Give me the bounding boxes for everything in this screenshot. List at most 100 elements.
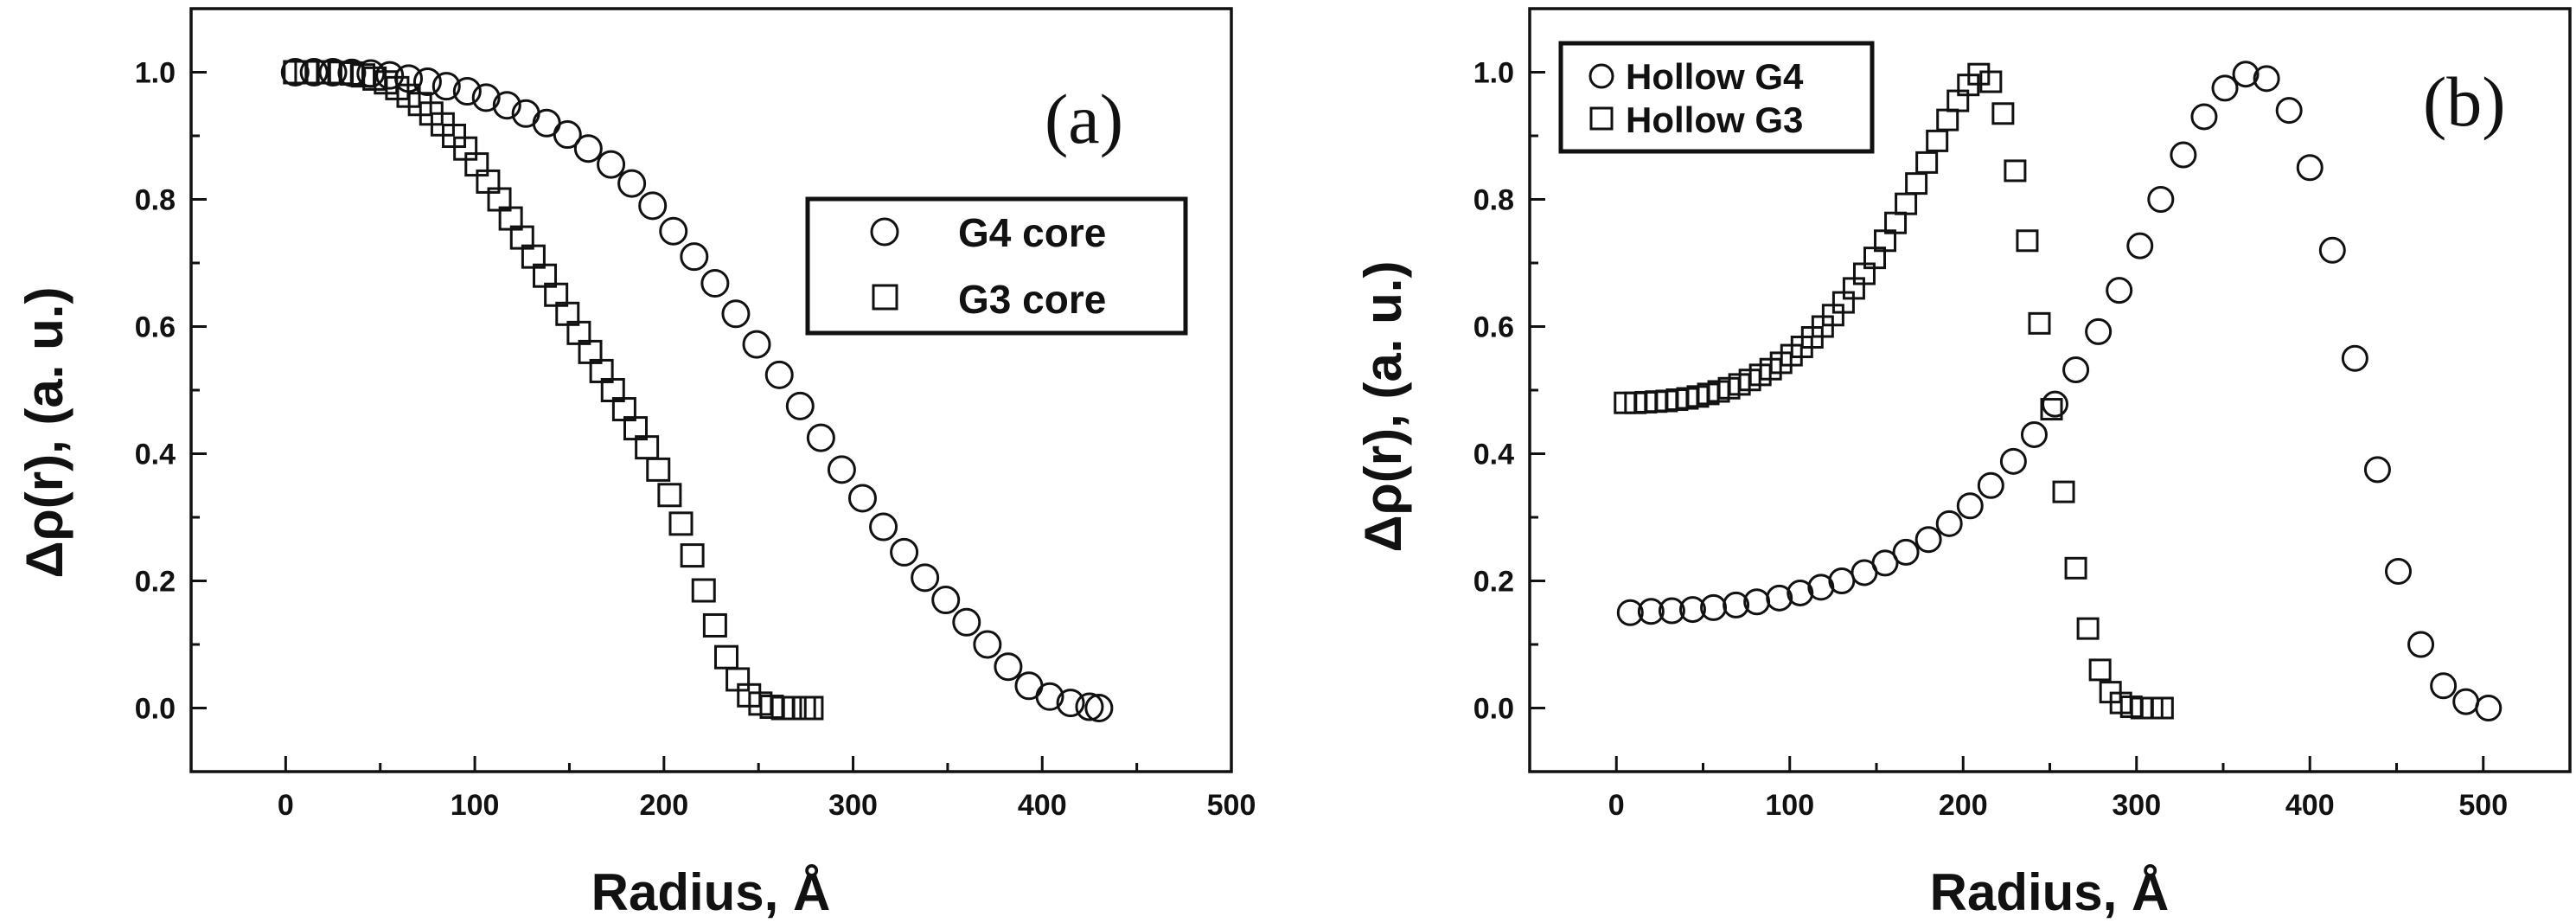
panel-b-y-tick-label: 0.4: [1473, 439, 1514, 471]
panel-a-point-g3-core: [702, 612, 727, 638]
panel-a-legend-label-g3: G3 core: [958, 277, 1106, 322]
panel-b-point-hollow-g3: [2040, 398, 2063, 421]
panel-a-point-g4-core: [1075, 692, 1104, 721]
panel-b-legend-label-g3: Hollow G3: [1626, 99, 1803, 140]
panel-a-label: (a): [1045, 80, 1123, 158]
panel-b-point-hollow-g4: [2275, 97, 2303, 125]
panel-b-x-tick-label: 100: [1765, 789, 1814, 822]
panel-b-point-hollow-g4: [1892, 538, 1920, 566]
panel-b-point-hollow-g4: [2253, 65, 2280, 93]
panel-a-x-tick-label: 0: [278, 789, 294, 822]
panel-a-x-tick-label: 500: [1207, 789, 1256, 822]
panel-a-legend-box: [805, 196, 1188, 336]
panel-b-point-hollow-g4: [1935, 510, 1963, 537]
panel-b-y-tick-label: 0.2: [1473, 566, 1514, 599]
panel-b-x-tick-label: 300: [2112, 789, 2161, 822]
panel-a-x-tick-label: 100: [451, 789, 500, 822]
panel-a-point-g3-core: [680, 543, 705, 568]
panel-a-point-g4-core: [638, 191, 668, 221]
panel-b-point-hollow-g4: [2318, 236, 2346, 264]
panel-b-point-hollow-g4: [2106, 277, 2133, 304]
panel-b-point-hollow-g4: [1678, 596, 1706, 624]
panel-b-point-hollow-g4: [2296, 154, 2324, 182]
panel-a-point-g3-core: [791, 695, 816, 721]
panel-b-point-hollow-g4: [2062, 356, 2090, 383]
panel-b-point-hollow-g4: [2385, 557, 2413, 585]
panel-a-point-g4-core: [375, 61, 405, 90]
panel-b-point-hollow-g3: [1895, 192, 1918, 215]
panel-b-point-hollow-g3: [1936, 108, 1959, 131]
panel-a-y-tick-label: 0.6: [135, 311, 176, 344]
panel-b-point-hollow-g4: [1871, 549, 1899, 577]
panel-a-point-g4-core: [764, 360, 794, 389]
panel-a-point-g4-core: [412, 67, 442, 97]
panel-a-point-g3-core: [668, 511, 694, 536]
panel-a-point-g3-core: [713, 644, 738, 670]
panel-b-point-hollow-g3: [1967, 62, 1991, 86]
panel-a-x-tick-label: 200: [639, 789, 688, 822]
panel-b-x-tick-label: 0: [1608, 789, 1625, 822]
panel-a-point-g4-core: [597, 150, 626, 179]
panel-a-y-tick-label: 0.4: [135, 439, 176, 471]
panel-b-point-hollow-g4: [1999, 447, 2027, 475]
panel-a-point-g4-core: [931, 586, 961, 615]
panel-b-point-hollow-g4: [1616, 599, 1644, 626]
panel-a-point-g4-core: [994, 652, 1023, 682]
panel-b-point-hollow-g3: [1926, 129, 1949, 152]
panel-b-point-hollow-g4: [1977, 471, 2004, 499]
panel-a-point-g4-core: [1056, 689, 1085, 718]
panel-b-point-hollow-g3: [2076, 617, 2100, 640]
panel-b-point-hollow-g3: [2151, 696, 2174, 720]
panel-a-point-g4-core: [553, 120, 582, 150]
panel-a-point-g4-core: [785, 391, 815, 420]
panel-a-point-g4-core: [911, 563, 940, 593]
panel-a-y-tick-label: 1.0: [135, 57, 176, 90]
panel-a-point-g4-core: [471, 83, 501, 112]
panel-b-point-hollow-g3: [2004, 159, 2027, 183]
panel-b-point-hollow-g4: [2147, 186, 2175, 213]
panel-a-point-g4-core: [492, 91, 521, 120]
panel-b-point-hollow-g3: [1905, 172, 1928, 195]
panel-b-point-hollow-g4: [1956, 492, 1984, 520]
panel-a-y-tick-label: 0.0: [135, 693, 176, 726]
panel-b-point-hollow-g3: [1915, 151, 1939, 174]
panel-b-y-tick-label: 0.0: [1473, 693, 1514, 726]
panel-b-point-hollow-g4: [1914, 526, 1942, 554]
panel-a-point-g4-core: [742, 330, 771, 359]
panel-a-point-g4-core: [847, 484, 877, 513]
panel-b-point-hollow-g4: [1658, 597, 1685, 625]
panel-a-legend-label-g4: G4 core: [958, 210, 1106, 255]
panel-b-legend-label-g4: Hollow G4: [1626, 56, 1804, 97]
panel-a-point-g4-core: [573, 134, 603, 163]
panel-b-point-hollow-g4: [1828, 567, 1856, 594]
panel-b-point-hollow-g3: [2088, 658, 2112, 682]
panel-a-point-g4-core: [721, 299, 751, 329]
panel-b-x-tick-label: 500: [2458, 789, 2508, 822]
panel-a: 0 100 200 300 400 500 0.0 0.2 0.4 0.6 0.8 1.0 (a) G…: [16, 7, 1256, 921]
panel-b-point-hollow-g3: [2016, 229, 2039, 253]
panel-b-point-hollow-g4: [1637, 598, 1665, 625]
panel-a-point-g4-core: [299, 58, 329, 87]
panel-b-point-hollow-g4: [1723, 591, 1750, 619]
panel-b-label: (b): [2423, 62, 2506, 141]
panel-a-point-g4-core: [659, 216, 688, 246]
panel-a-point-g4-core: [973, 630, 1002, 659]
panel-a-point-g3-core: [799, 695, 824, 721]
panel-a-marks: [280, 58, 1114, 722]
panel-b-point-hollow-g4: [2042, 390, 2069, 418]
panel-b-point-hollow-g3: [2064, 556, 2087, 580]
panel-a-point-g4-core: [680, 242, 709, 272]
panel-a-point-g4-core: [318, 58, 348, 87]
panel-b-point-hollow-g4: [2363, 456, 2391, 484]
panel-b-point-hollow-g4: [2452, 688, 2480, 715]
panel-b-ticks: 0 100 200 300 400 500 0.0 0.2 0.4 0.6 0.8 1.0: [1473, 7, 2572, 822]
panel-a-point-g3-core: [691, 578, 716, 603]
panel-b-y-tick-label: 0.8: [1473, 184, 1514, 217]
panel-b: 0 100 200 300 400 500 0.0 0.2 0.4 0.6 0.8 1.0 (b) H…: [1354, 7, 2572, 921]
panel-b-point-hollow-g4: [1700, 593, 1728, 621]
panel-a-point-g4-core: [452, 77, 482, 106]
panel-b-point-hollow-g4: [2190, 103, 2218, 131]
panel-a-y-tick-label: 0.2: [135, 566, 176, 599]
panel-b-point-hollow-g4: [2020, 420, 2048, 448]
